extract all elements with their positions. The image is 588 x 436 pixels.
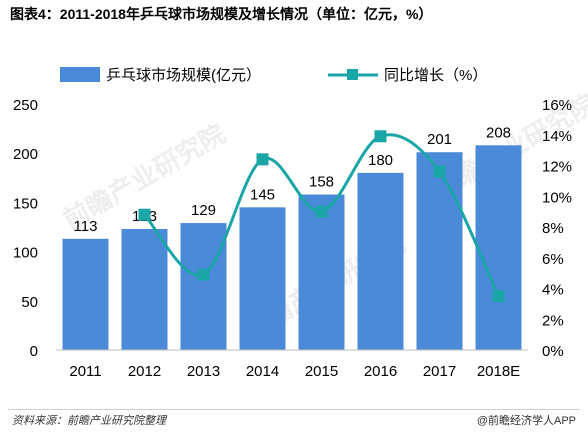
legend-bar-label: 乒乓球市场规模(亿元） [106, 67, 261, 84]
bar [180, 223, 227, 350]
left-axis-tick-label: 0 [30, 343, 38, 360]
right-axis-tick-label: 2% [542, 312, 564, 329]
brand-credit: @前瞻经济学人APP [476, 415, 576, 427]
legend-line-marker [347, 69, 358, 80]
growth-point-marker [138, 208, 151, 221]
bar [416, 152, 463, 350]
bar-value-label: 201 [427, 131, 452, 148]
growth-point-marker [492, 290, 505, 303]
left-axis-tick-label: 150 [13, 195, 38, 212]
bar [357, 172, 404, 350]
right-axis-tick-label: 10% [542, 189, 572, 206]
growth-line-series [138, 130, 505, 303]
bar-value-label: 145 [250, 186, 275, 203]
x-axis: 2011 2012 2013 2014 2015 2016 2017 2018E [56, 349, 528, 380]
x-axis-tick-label: 2017 [423, 363, 456, 380]
left-axis-tick-label: 100 [13, 245, 38, 262]
growth-point-marker [197, 268, 210, 281]
left-axis: 0 50 100 150 200 250 [13, 97, 38, 360]
growth-point-marker [433, 165, 446, 178]
bar [121, 228, 168, 350]
legend: 乒乓球市场规模(亿元） 同比增长（%） [60, 67, 487, 84]
right-axis-tick-label: 6% [542, 251, 564, 268]
x-axis-tick-label: 2013 [187, 363, 220, 380]
bar [239, 207, 286, 350]
bar-value-label: 180 [368, 152, 393, 169]
right-axis-tick-label: 8% [542, 220, 564, 237]
x-axis-tick-label: 2018E [477, 363, 520, 380]
x-axis-tick-label: 2011 [69, 363, 101, 380]
left-axis-tick-label: 250 [13, 97, 38, 114]
bar [298, 194, 345, 350]
bar [62, 238, 109, 350]
x-axis-tick-label: 2015 [305, 363, 338, 380]
left-axis-tick-label: 200 [13, 146, 38, 163]
right-axis-tick-label: 14% [542, 128, 572, 145]
source-note: 资料来源：前瞻产业研究院整理 [12, 415, 166, 427]
legend-line-label: 同比增长（%） [384, 67, 487, 84]
growth-point-marker [374, 130, 387, 143]
x-axis-tick-label: 2012 [128, 363, 161, 380]
bar-value-label: 113 [74, 218, 98, 235]
right-axis: 0% 2% 4% 6% 8% 10% 12% 14% 16% [542, 97, 572, 360]
bar-value-label: 158 [309, 174, 334, 191]
right-axis-tick-label: 12% [542, 159, 572, 176]
right-axis-tick-label: 4% [542, 282, 564, 299]
chart-title: 图表4：2011-2018年乒乓球市场规模及增长情况（单位：亿元，%） [10, 6, 433, 22]
growth-point-marker [256, 153, 269, 166]
right-axis-tick-label: 16% [542, 97, 572, 114]
growth-point-marker [315, 205, 328, 218]
right-axis-tick-label: 0% [542, 343, 564, 360]
bar-value-label: 129 [191, 202, 216, 219]
footer-divider [8, 409, 580, 410]
x-axis-tick-label: 2016 [364, 363, 397, 380]
bar-series [62, 145, 522, 350]
bar [475, 145, 522, 350]
bar-value-label: 208 [486, 124, 511, 141]
x-axis-tick-label: 2014 [246, 363, 279, 380]
legend-bar-swatch [60, 67, 100, 82]
left-axis-tick-label: 50 [21, 294, 38, 311]
